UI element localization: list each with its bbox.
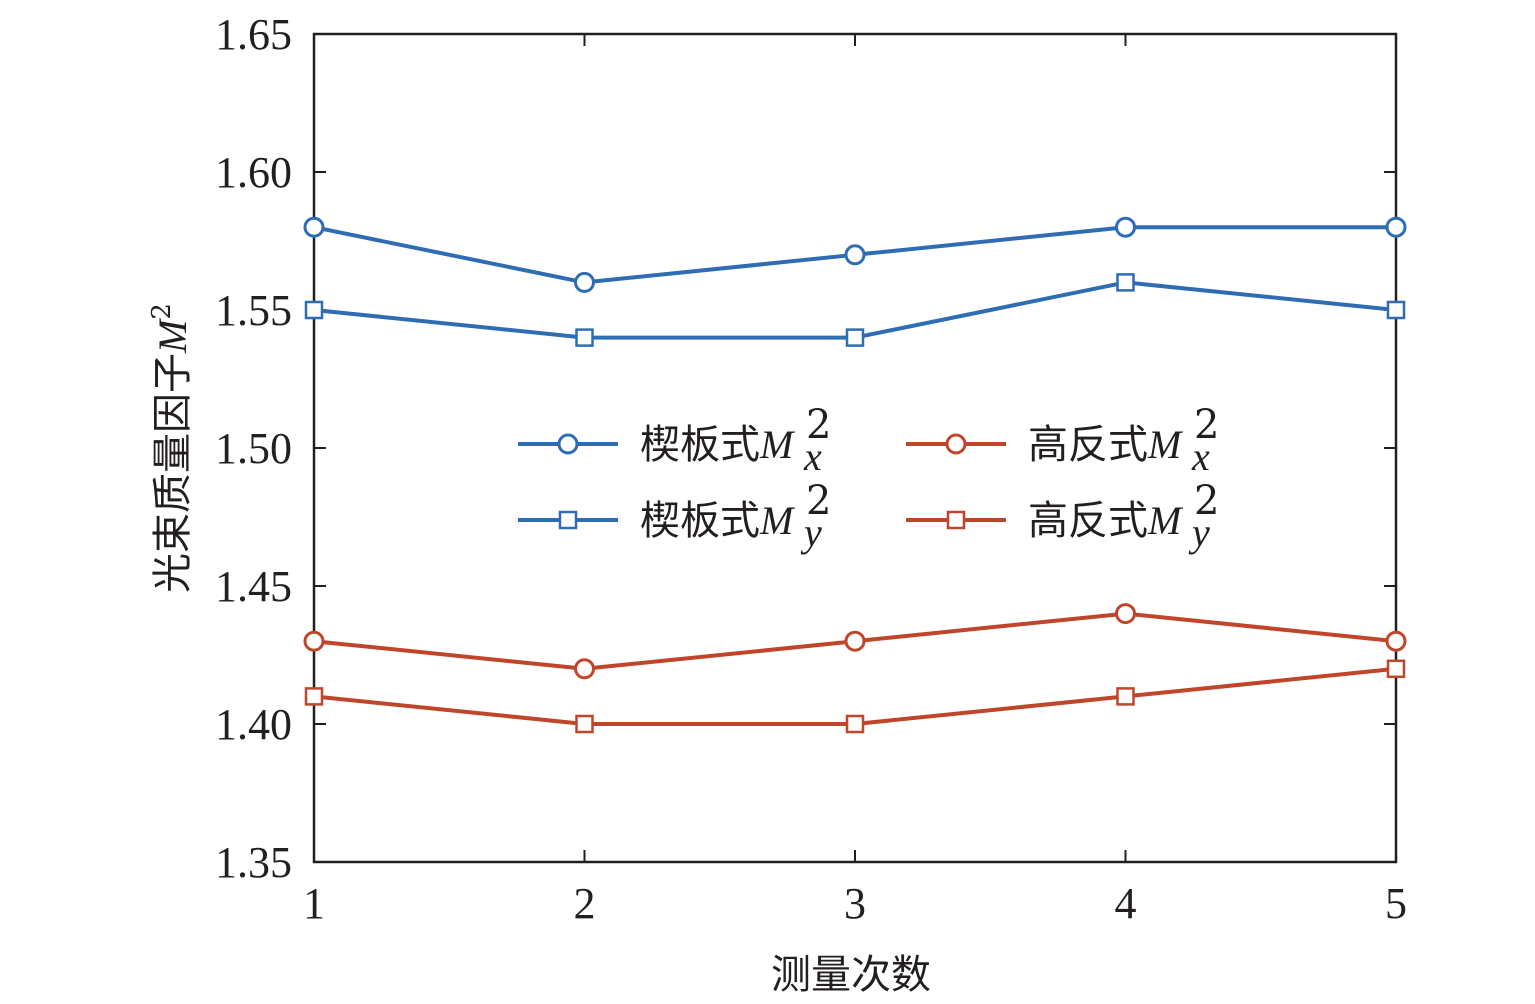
data-point: [1386, 300, 1406, 320]
data-point: [1385, 216, 1407, 238]
legend-label: 高反式M: [1028, 422, 1184, 468]
legend-label: 高反式M: [1028, 498, 1184, 544]
y-tick-label: 1.55: [215, 286, 292, 335]
legend-marker: [945, 433, 967, 455]
y-tick-label: 1.45: [215, 562, 292, 611]
legend-marker: [946, 510, 966, 530]
legend-item-4: 高反式M 2y: [906, 478, 1219, 555]
legend-item-1: 楔板式M 2x: [518, 402, 831, 479]
legend-superscript: 2: [806, 402, 831, 448]
y-tick-label: 1.60: [215, 148, 292, 197]
data-point: [575, 714, 594, 734]
data-point: [575, 328, 594, 347]
legend-superscript: 2: [1194, 478, 1219, 524]
x-tick-label: 2: [574, 879, 596, 928]
data-point: [844, 630, 866, 652]
legend-superscript: 2: [1194, 402, 1219, 448]
data-point: [844, 244, 866, 266]
legend-superscript: 2: [806, 478, 831, 524]
series-4: [304, 659, 1406, 734]
data-point: [304, 687, 324, 706]
data-point: [1116, 273, 1135, 292]
x-tick-label: 3: [844, 879, 866, 928]
series-1: [303, 216, 1407, 293]
y-axis-title: 光束质量因子M2: [147, 303, 196, 593]
series-2: [304, 273, 1406, 347]
data-point: [1115, 216, 1136, 238]
x-tick-label: 5: [1385, 879, 1407, 928]
plot-area-frame: [312, 32, 1398, 864]
legend-item-2: 楔板式M 2y: [518, 478, 831, 555]
data-point: [1115, 603, 1136, 625]
legend-label: 楔板式M: [640, 422, 796, 468]
x-tick-label: 4: [1115, 879, 1137, 928]
data-point: [574, 658, 595, 680]
legend-marker: [557, 433, 579, 455]
y-tick-label: 1.50: [215, 424, 292, 473]
y-tick-label: 1.65: [215, 10, 292, 59]
y-tick-label: 1.35: [215, 838, 292, 887]
data-point: [1385, 630, 1407, 652]
data-point: [845, 714, 865, 734]
series-3: [303, 603, 1407, 680]
legend-item-3: 高反式M 2x: [906, 402, 1219, 479]
legend-subscript: x: [1191, 434, 1210, 479]
x-axis-title: 测量次数: [771, 952, 931, 998]
x-tick-label: 1: [303, 879, 325, 928]
y-tick-label: 1.40: [215, 700, 292, 749]
legend-subscript: y: [800, 510, 822, 555]
data-point: [1386, 659, 1406, 679]
data-point: [304, 300, 324, 320]
data-point: [303, 630, 325, 652]
data-point: [574, 271, 595, 293]
legend-subscript: y: [1188, 510, 1210, 555]
data-point: [845, 328, 865, 347]
data-point: [1116, 687, 1135, 706]
data-point: [303, 216, 325, 238]
legend-subscript: x: [803, 434, 822, 479]
legend-marker: [558, 510, 578, 530]
legend-label: 楔板式M: [640, 498, 796, 544]
